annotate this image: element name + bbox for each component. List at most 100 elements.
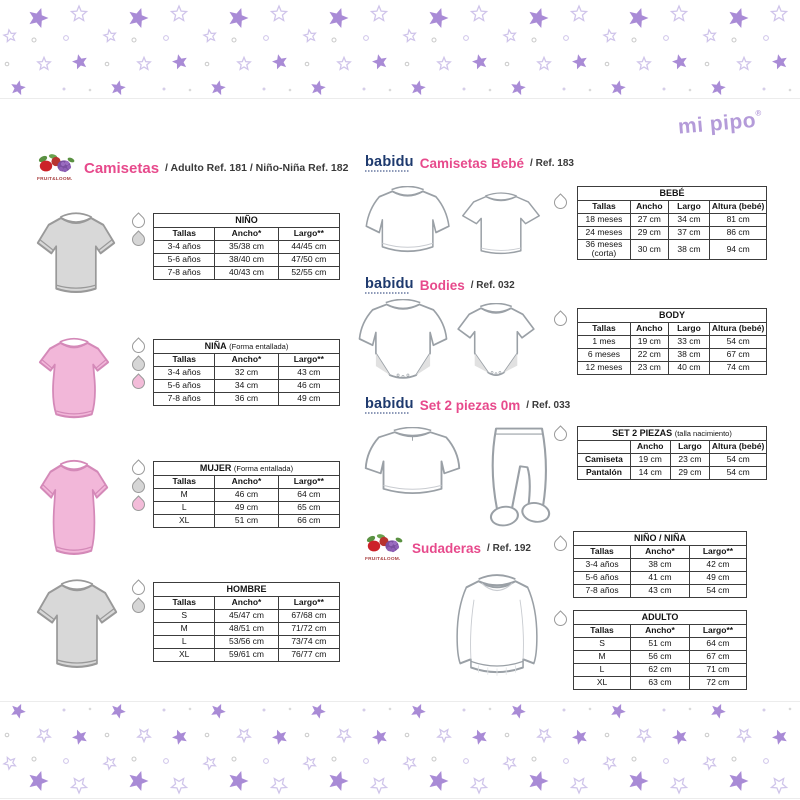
table-row: 1 mes 19 cm 33 cm 54 cm	[577, 335, 767, 349]
table-row: L 49 cm 65 cm	[152, 501, 341, 515]
size-table: BODY Tallas Ancho Largo Altura (bebé) 1 mes 19…	[577, 308, 767, 375]
size-cell: 34 cm	[214, 379, 279, 393]
column-header: Largo	[669, 440, 711, 454]
size-cell: XL	[152, 648, 216, 662]
table-title: HOMBRE	[153, 582, 340, 597]
babidu-logo: babidu	[365, 276, 414, 294]
column-header: Ancho*	[630, 545, 690, 559]
size-cell: 54 cm	[709, 453, 767, 467]
size-cell: 54 cm	[709, 335, 767, 349]
fruit-of-the-loom-logo-text: FRUIT&LOOM.	[365, 556, 401, 562]
table-row: 7-8 años 36 cm 49 cm	[152, 392, 341, 406]
bodysuit-shortsleeve-illustration	[457, 303, 535, 377]
size-cell: 14 cm	[629, 466, 671, 480]
section-header-set-2-piezas: babidu Set 2 piezas 0m / Ref. 033	[365, 397, 571, 414]
fruit-of-the-loom-logo-icon: FRUIT&LOOM.	[37, 154, 75, 182]
size-cell: 49 cm	[277, 392, 341, 406]
size-cell: S	[152, 609, 216, 623]
table-title: BEBÉ	[577, 186, 767, 201]
column-header	[577, 440, 631, 454]
table-title: NIÑA (Forma entallada)	[153, 339, 340, 354]
table-row: XL 51 cm 66 cm	[152, 514, 341, 528]
column-header: Ancho*	[214, 596, 279, 610]
water-drop-icon-white	[129, 212, 148, 231]
table-row: 18 meses 27 cm 34 cm 81 cm	[577, 213, 767, 227]
size-cell: 76/77 cm	[277, 648, 341, 662]
color-drops-bebe	[551, 193, 570, 212]
section-subtitle-camisetas: / Adulto Ref. 181 / Niño-Niña Ref. 182	[165, 162, 349, 174]
size-cell: 6 meses	[577, 348, 631, 362]
size-cell: 40 cm	[667, 361, 711, 375]
color-drops-nina	[129, 337, 148, 392]
size-cell: 41 cm	[630, 571, 690, 585]
size-cell: 62 cm	[630, 663, 690, 677]
section-title-sudaderas: Sudaderas	[412, 540, 482, 556]
size-table: NIÑA (Forma entallada) Tallas Ancho* Largo*…	[152, 339, 341, 406]
size-cell: 30 cm	[629, 239, 669, 260]
column-header: Tallas	[572, 545, 632, 559]
size-cell: 47/50 cm	[277, 253, 341, 267]
table-row: L 53/56 cm 73/74 cm	[152, 635, 341, 649]
size-cell: 19 cm	[629, 453, 671, 467]
water-drop-icon-white	[551, 425, 570, 444]
size-cell: 1 mes	[577, 335, 631, 349]
size-cell: Pantalón	[577, 466, 631, 480]
size-cell: 29 cm	[629, 226, 669, 240]
size-table: MUJER (Forma entallada) Tallas Ancho* Largo…	[152, 461, 341, 528]
section-ref-set-2-piezas: / Ref. 033	[526, 400, 571, 412]
section-header-camisetas: FRUIT&LOOM. Camisetas / Adulto Ref. 181 …	[36, 152, 348, 184]
column-header: Ancho	[629, 200, 669, 214]
column-header: Altura (bebé)	[709, 200, 767, 214]
section-header-camisetas-bebe: babidu Camisetas Bebé / Ref. 183	[365, 154, 574, 172]
size-cell: 3-4 años	[572, 558, 632, 572]
size-cell: 36 cm	[214, 392, 279, 406]
table-bebe: BEBÉ Tallas Ancho Largo Altura (bebé) 18 mese…	[577, 186, 767, 260]
column-header: Ancho	[629, 440, 671, 454]
size-cell: 74 cm	[709, 361, 767, 375]
size-cell: 36 meses (corta)	[577, 239, 631, 260]
water-drop-icon-grey	[129, 230, 148, 249]
color-drops-body	[551, 310, 570, 329]
size-cell: 67/68 cm	[277, 609, 341, 623]
table-row: 24 meses 29 cm 37 cm 86 cm	[577, 226, 767, 240]
tshirt-girl-pink-illustration	[38, 337, 110, 419]
size-cell: L	[152, 501, 216, 515]
column-header: Largo	[667, 200, 711, 214]
size-cell: Camiseta	[577, 453, 631, 467]
column-header: Ancho*	[630, 624, 690, 638]
mipipo-logo-text: mi pipo	[677, 108, 757, 139]
water-drop-icon-white	[551, 193, 570, 212]
table-row: 5-6 años 34 cm 46 cm	[152, 379, 341, 393]
divider-top	[0, 98, 800, 99]
size-cell: 42 cm	[688, 558, 748, 572]
size-cell: 72 cm	[688, 676, 748, 690]
babidu-logo: babidu	[365, 154, 414, 172]
size-cell: 19 cm	[629, 335, 669, 349]
size-cell: 29 cm	[669, 466, 711, 480]
tshirt-kid-grey-illustration	[36, 212, 116, 294]
size-cell: 81 cm	[709, 213, 767, 227]
size-cell: XL	[152, 514, 216, 528]
column-header: Ancho*	[214, 475, 279, 489]
color-drops-sudadera-adulto	[551, 610, 570, 629]
column-header: Ancho*	[214, 353, 279, 367]
color-drops-sudadera-ninos	[551, 535, 570, 554]
size-cell: 65 cm	[277, 501, 341, 515]
section-title-camisetas-bebe: Camisetas Bebé	[419, 156, 525, 172]
column-header: Tallas	[152, 227, 216, 241]
table-nina: NIÑA (Forma entallada) Tallas Ancho* Largo*…	[152, 339, 341, 406]
section-header-sudaderas: FRUIT&LOOM. Sudaderas / Ref. 192	[364, 532, 531, 564]
size-cell: 18 meses	[577, 213, 631, 227]
mipipo-logo: mi pipo®	[677, 108, 763, 139]
divider-bottom	[0, 701, 800, 702]
babidu-logo-text: babidu	[365, 276, 414, 292]
column-header: Ancho	[629, 322, 669, 336]
size-cell: 5-6 años	[152, 379, 216, 393]
size-cell: 46 cm	[214, 488, 279, 502]
size-table: SET 2 PIEZAS (talla nacimiento) Ancho Larg…	[577, 426, 767, 480]
size-cell: 40/43 cm	[214, 266, 279, 280]
babidu-logo-text: babidu	[365, 154, 414, 170]
sweatshirt-illustration	[456, 574, 538, 676]
table-hombre: HOMBRE Tallas Ancho* Largo** S 45/47 cm 67/68 …	[152, 582, 341, 662]
